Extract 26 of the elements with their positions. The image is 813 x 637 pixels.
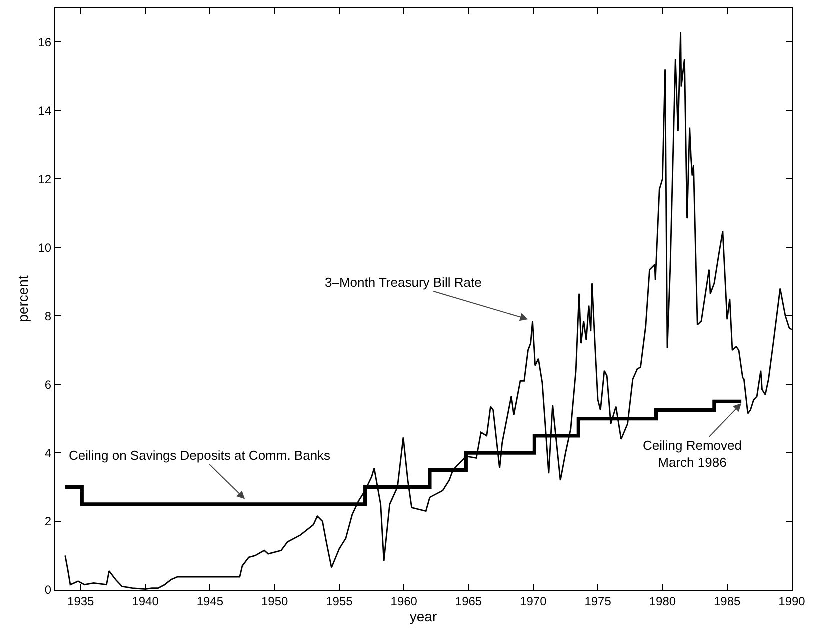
x-tick-label: 1935 [68, 594, 95, 608]
y-tick-label: 4 [44, 446, 52, 460]
x-tick-label: 1970 [520, 594, 548, 608]
annotation: Ceiling on Savings Deposits at Comm. Banks [69, 448, 332, 463]
annotation: 3–Month Treasury Bill Rate [325, 275, 482, 290]
x-axis-title: year [410, 608, 438, 625]
annotation: Ceiling Removed March 1986 [643, 438, 742, 470]
x-tick-label: 1960 [390, 594, 418, 608]
x-tick-label: 1950 [261, 594, 288, 608]
y-tick-label: 10 [38, 240, 52, 255]
y-tick-label: 2 [44, 514, 52, 529]
x-tick-label: 1975 [584, 594, 612, 608]
y-tick-label: 14 [38, 104, 52, 118]
y-tick-label: 0 [44, 583, 52, 598]
y-tick-label: 8 [44, 309, 52, 324]
x-tick-label: 1940 [132, 594, 160, 608]
x-tick-label: 1985 [714, 594, 742, 608]
y-tick-label: 12 [38, 172, 52, 186]
x-tick-label: 1955 [326, 594, 354, 608]
x-tick-label: 1980 [649, 594, 676, 608]
y-tick-label: 16 [38, 35, 52, 50]
x-tick-label: 1965 [455, 594, 482, 608]
x-tick-label: 1945 [196, 594, 224, 608]
y-tick-label: 6 [44, 378, 52, 392]
y-axis-title: percent [14, 276, 31, 322]
x-tick-label: 1990 [778, 594, 806, 608]
